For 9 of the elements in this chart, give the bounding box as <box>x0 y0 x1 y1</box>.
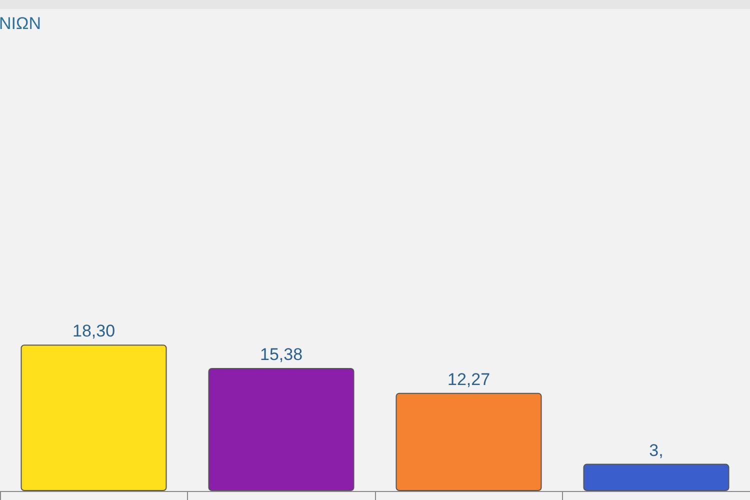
bar <box>583 464 730 491</box>
bar <box>20 344 167 491</box>
chart-title: ΝΙΩΝ <box>0 14 41 33</box>
bar <box>208 368 354 491</box>
data-label: 3, <box>649 440 664 460</box>
bar <box>396 392 542 491</box>
data-label: 15,38 <box>260 344 303 364</box>
data-label: 18,30 <box>72 322 116 341</box>
data-label: 12,27 <box>447 370 490 389</box>
